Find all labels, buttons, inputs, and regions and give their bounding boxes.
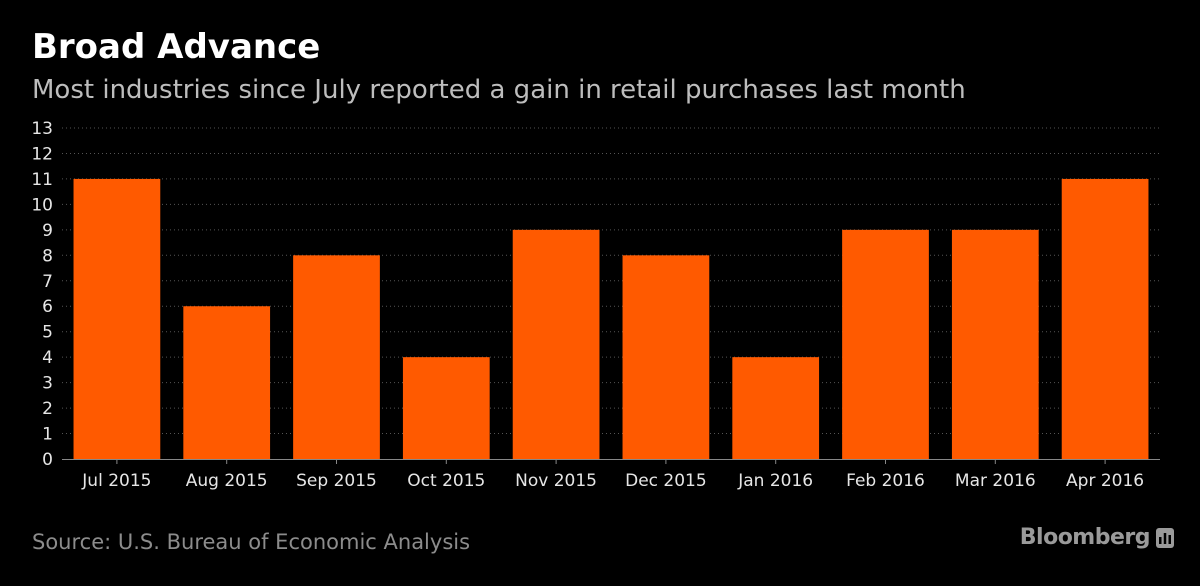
bar (622, 255, 710, 459)
x-tick-label: Oct 2015 (407, 471, 485, 491)
chart-subtitle: Most industries since July reported a ga… (32, 75, 966, 105)
y-tick-label: 2 (42, 399, 53, 419)
brand-logo: Bloomberg (1020, 527, 1174, 549)
y-tick-label: 7 (42, 272, 53, 292)
y-tick-label: 0 (42, 450, 53, 470)
chart-title: Broad Advance (32, 27, 321, 67)
y-tick-label: 13 (31, 119, 53, 139)
y-tick-label: 8 (42, 246, 53, 266)
bar (951, 229, 1039, 459)
y-tick-label: 10 (31, 195, 53, 215)
x-tick-label: Aug 2015 (186, 471, 268, 491)
y-tick-label: 11 (31, 170, 53, 190)
bars (73, 178, 1149, 459)
bar (842, 229, 929, 459)
y-tick-label: 3 (42, 374, 53, 394)
y-tick-label: 1 (42, 425, 53, 445)
gridlines (62, 127, 1160, 435)
y-tick-label: 12 (31, 144, 53, 164)
x-tick-label: Dec 2015 (625, 471, 707, 491)
bar (293, 255, 380, 459)
x-tick-label: Nov 2015 (515, 471, 597, 491)
bar (732, 357, 820, 459)
x-tick-label: Mar 2016 (955, 471, 1036, 491)
brand-name: Bloomberg (1019, 525, 1151, 550)
bar (402, 357, 490, 459)
x-tick-label: Jul 2015 (81, 471, 151, 491)
source-note: Source: U.S. Bureau of Economic Analysis (32, 530, 471, 554)
y-tick-label: 6 (42, 297, 53, 317)
y-tick-label: 5 (42, 323, 53, 343)
y-tick-label: 9 (42, 221, 53, 241)
x-tick-label: Apr 2016 (1066, 471, 1144, 491)
x-axis-ticks: Jul 2015 Aug 2015 Sep 2015 Oct 2015 Nov 2015… (81, 459, 1144, 491)
bar (73, 178, 161, 459)
bloomberg-bars-icon (1156, 528, 1174, 548)
x-tick-label: Jan 2016 (737, 471, 813, 491)
bar (512, 229, 600, 459)
bar (183, 306, 271, 459)
bar (1061, 178, 1149, 459)
x-tick-label: Feb 2016 (846, 471, 925, 491)
y-tick-label: 4 (42, 348, 53, 368)
x-tick-label: Sep 2015 (296, 471, 377, 491)
